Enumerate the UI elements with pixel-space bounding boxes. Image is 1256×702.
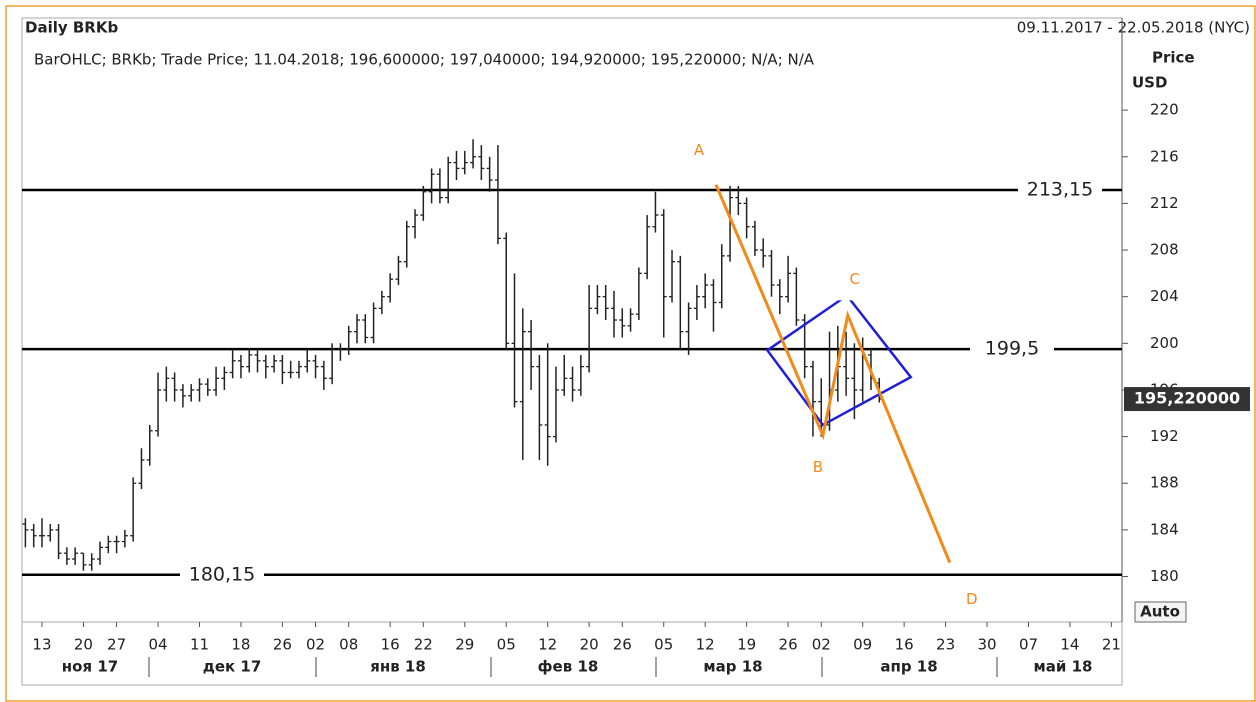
chart-title: Daily BRKb bbox=[25, 19, 118, 37]
y-tick-label: 188 bbox=[1150, 474, 1179, 492]
level-label: 199,5 bbox=[985, 338, 1039, 360]
x-axis-area bbox=[21, 621, 1123, 686]
y-tick-label: 220 bbox=[1150, 101, 1179, 119]
pattern-label: D bbox=[966, 590, 978, 608]
pattern-label-bg bbox=[950, 578, 993, 621]
x-tick-label: 12 bbox=[538, 636, 557, 654]
auto-button-label[interactable]: Auto bbox=[1140, 603, 1180, 621]
channel bbox=[765, 293, 913, 427]
pattern-label: B bbox=[813, 458, 823, 476]
month-label: дек 17 bbox=[203, 658, 262, 676]
pattern-label-bg bbox=[677, 129, 720, 172]
y-axis-label: Price bbox=[1152, 49, 1195, 67]
y-axis-label: USD bbox=[1132, 74, 1167, 92]
level-label-bg bbox=[970, 338, 1054, 361]
x-tick-label: 29 bbox=[455, 636, 474, 654]
x-tick-label: 26 bbox=[613, 636, 632, 654]
y-tick-label: 180 bbox=[1150, 567, 1179, 585]
x-tick-label: 14 bbox=[1060, 636, 1079, 654]
x-tick-label: 18 bbox=[231, 636, 250, 654]
x-tick-label: 23 bbox=[936, 636, 955, 654]
x-tick-label: 20 bbox=[74, 636, 93, 654]
x-tick-label: 05 bbox=[497, 636, 516, 654]
month-label: янв 18 bbox=[370, 658, 426, 676]
x-tick-label: 26 bbox=[273, 636, 292, 654]
x-tick-label: 04 bbox=[148, 636, 167, 654]
plot-area bbox=[21, 17, 1123, 623]
month-label: фев 18 bbox=[538, 658, 599, 676]
auto-button[interactable] bbox=[1134, 601, 1187, 623]
date-range: 09.11.2017 - 22.05.2018 (NYC) bbox=[1017, 19, 1250, 37]
y-tick-label: 208 bbox=[1150, 241, 1179, 259]
month-label: апр 18 bbox=[880, 658, 937, 676]
last-price-label: 195,220000 bbox=[1134, 389, 1240, 408]
x-tick-label: 22 bbox=[414, 636, 433, 654]
y-tick-label: 184 bbox=[1150, 520, 1179, 538]
x-tick-label: 08 bbox=[339, 636, 358, 654]
y-tick-label: 192 bbox=[1150, 427, 1179, 445]
y-tick-label: 212 bbox=[1150, 194, 1179, 212]
x-tick-label: 16 bbox=[895, 636, 914, 654]
x-tick-label: 05 bbox=[654, 636, 673, 654]
x-tick-label: 12 bbox=[696, 636, 715, 654]
level-label: 180,15 bbox=[189, 563, 255, 585]
pattern-line bbox=[714, 184, 952, 564]
x-tick-label: 11 bbox=[190, 636, 209, 654]
x-tick-label: 16 bbox=[381, 636, 400, 654]
x-tick-label: 09 bbox=[853, 636, 872, 654]
legend: BarOHLC; BRKb; Trade Price; 11.04.2018; … bbox=[34, 51, 815, 69]
x-tick-label: 21 bbox=[1102, 636, 1121, 654]
x-tick-label: 26 bbox=[779, 636, 798, 654]
y-tick-label: 216 bbox=[1150, 147, 1179, 165]
x-tick-label: 02 bbox=[306, 636, 325, 654]
x-tick-label: 30 bbox=[977, 636, 996, 654]
pattern-label: A bbox=[694, 141, 705, 159]
x-tick-label: 19 bbox=[737, 636, 756, 654]
x-tick-label: 20 bbox=[580, 636, 599, 654]
month-label: ноя 17 bbox=[62, 658, 118, 676]
pattern-label-bg bbox=[796, 446, 839, 489]
y-tick-label: 204 bbox=[1150, 287, 1179, 305]
y-tick-label: 200 bbox=[1150, 334, 1179, 352]
month-label: май 18 bbox=[1034, 658, 1093, 676]
level-label-bg bbox=[180, 563, 264, 586]
pattern-label-bg bbox=[833, 258, 876, 301]
pattern-label: C bbox=[850, 270, 860, 288]
x-tick-label: 07 bbox=[1019, 636, 1038, 654]
level-label-bg bbox=[1018, 178, 1102, 201]
x-tick-label: 02 bbox=[812, 636, 831, 654]
last-price-box bbox=[1124, 387, 1250, 412]
month-label: мар 18 bbox=[703, 658, 762, 676]
x-tick-label: 13 bbox=[32, 636, 51, 654]
level-label: 213,15 bbox=[1027, 178, 1093, 200]
x-tick-label: 27 bbox=[107, 636, 126, 654]
